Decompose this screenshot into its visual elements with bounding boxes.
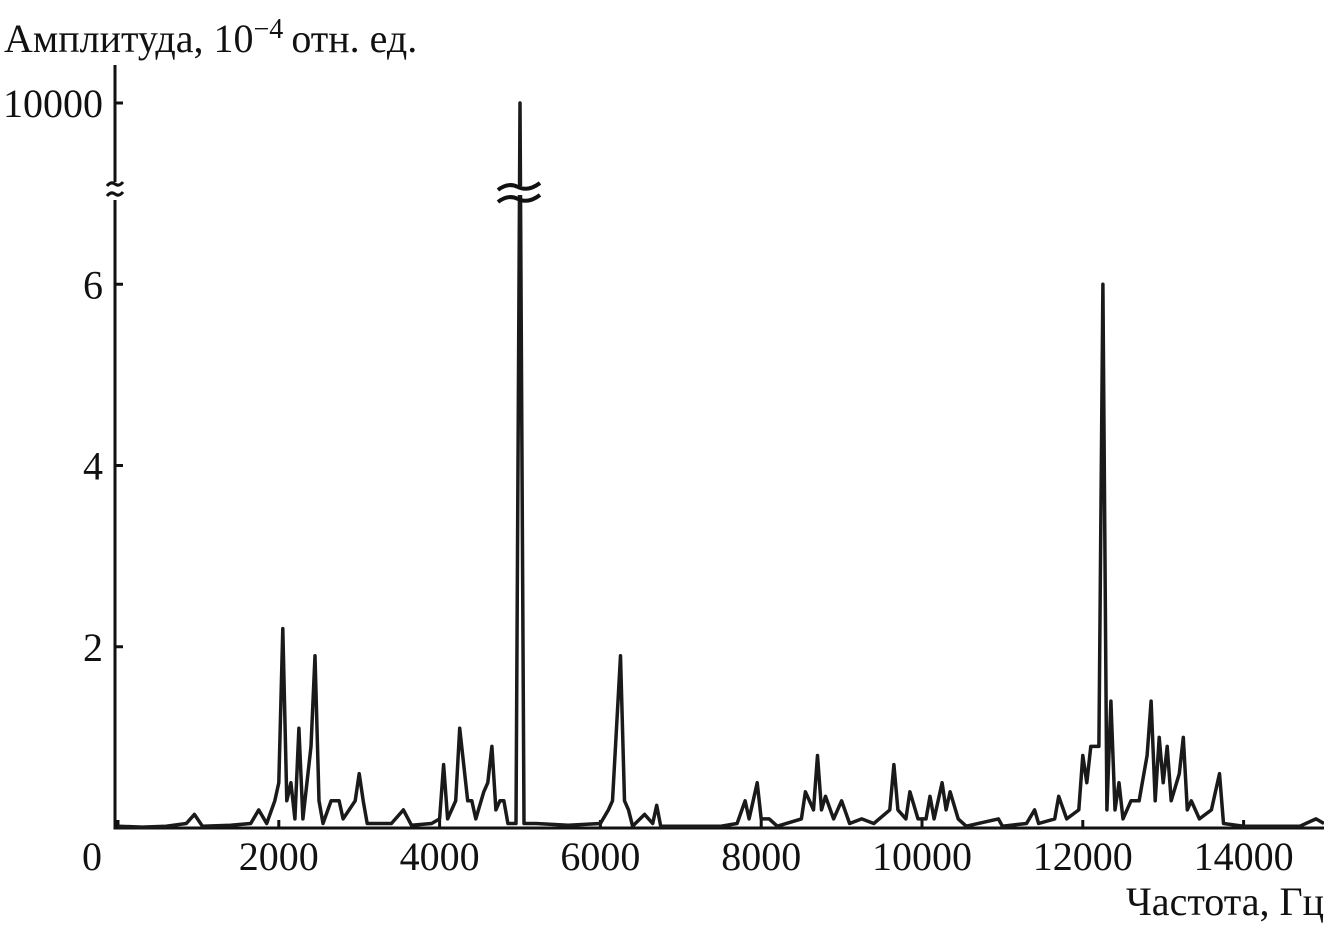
x-axis-title: Частота, Гц — [1126, 879, 1324, 924]
x-tick-label: 4000 — [400, 834, 480, 879]
x-tick-label: 8000 — [721, 834, 801, 879]
y-label-exponent: −4 — [254, 14, 284, 45]
x-tick-label: 12000 — [1033, 834, 1133, 879]
y-tick-label: 4 — [83, 444, 103, 489]
y-tick-label: 2 — [83, 625, 103, 670]
x-tick-label: 0 — [82, 834, 102, 879]
y-label-unit: отн. ед. — [291, 16, 417, 61]
axis-break — [105, 181, 125, 197]
x-tick-label: 10000 — [872, 834, 972, 879]
axes — [113, 65, 1324, 830]
y-tick-label: 10000 — [3, 81, 103, 126]
x-tick-label: 6000 — [560, 834, 640, 879]
y-axis-title: Амплитуда, 10−4 отн. ед. — [4, 14, 417, 61]
spectrum-line — [117, 101, 1324, 829]
x-tick-label: 14000 — [1194, 834, 1294, 879]
x-tick-label: 2000 — [239, 834, 319, 879]
y-tick-label: 6 — [83, 262, 103, 307]
y-label: Амплитуда, 10 — [4, 16, 254, 61]
peak-break — [496, 181, 542, 204]
peak-break-gap — [500, 186, 538, 195]
